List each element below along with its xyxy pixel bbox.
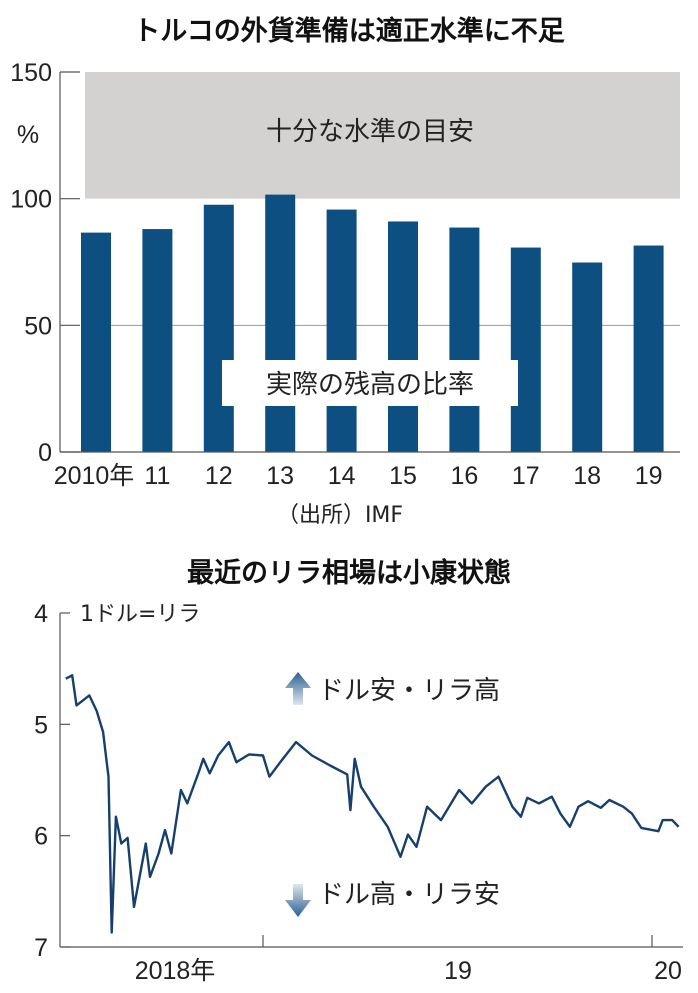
- annotation-up: ドル安・リラ高: [318, 676, 500, 706]
- bar-18: [572, 262, 603, 452]
- bar-chart-title: トルコの外貨準備は適正水準に不足: [133, 15, 564, 47]
- x-tick-label: 16: [450, 462, 478, 490]
- y-tick-label: 7: [34, 934, 48, 962]
- y-axis-unit: 1ドル=リラ: [80, 602, 200, 627]
- series-line: [65, 674, 680, 934]
- x-tick-label: 17: [512, 462, 540, 490]
- x-tick-label: 13: [266, 462, 294, 490]
- line-chart: 1ドル=リラ ドル安・リラ高 ドル高・リラ安 4 5 6 7 2018年 19 20: [34, 600, 683, 985]
- series-label: 実際の残高の比率: [266, 370, 474, 400]
- x-tick-label: 2010年: [54, 462, 135, 490]
- x-tick-label: 15: [389, 462, 417, 490]
- bar-2010年: [81, 232, 111, 452]
- y-tick-label: 4: [34, 600, 48, 628]
- arrow-down-icon: [285, 884, 311, 917]
- x-tick-label: 12: [205, 462, 233, 490]
- bar-16: [449, 227, 480, 452]
- y-axis-unit: %: [17, 121, 39, 149]
- target-band: [85, 72, 680, 199]
- target-band-label: 十分な水準の目安: [266, 117, 474, 147]
- y-tick-label: 100: [10, 186, 52, 214]
- x-tick-label: 20: [654, 957, 682, 985]
- source-note: （出所）IMF: [277, 503, 403, 528]
- y-tick-label: 150: [10, 59, 52, 87]
- y-tick-label: 5: [34, 711, 48, 739]
- x-tick-label: 2018年: [135, 957, 216, 985]
- bar-17: [510, 247, 541, 452]
- x-tick-label: 11: [144, 462, 170, 490]
- y-tick-label: 0: [38, 439, 52, 467]
- bar-14: [326, 209, 357, 452]
- bar-13: [265, 194, 296, 452]
- bar-12: [203, 204, 234, 452]
- x-tick-label: 19: [635, 462, 663, 490]
- bar-chart: 十分な水準の目安 実際の残高の比率 % 0 50 100 150 2010年 11 12 1…: [10, 59, 680, 528]
- line-chart-title: 最近のリラ相場は小康状態: [187, 557, 511, 589]
- x-tick-label: 18: [573, 462, 601, 490]
- arrow-up-icon: [285, 672, 311, 705]
- annotation-down: ドル高・リラ安: [318, 880, 500, 910]
- series-label-box: [222, 360, 518, 406]
- y-tick-label: 50: [24, 312, 52, 340]
- y-tick-label: 6: [34, 823, 48, 851]
- bar-11: [142, 229, 173, 452]
- x-tick-label: 19: [444, 957, 472, 985]
- bar-19: [633, 245, 664, 452]
- x-tick-label: 14: [328, 462, 356, 490]
- bar-15: [388, 221, 418, 452]
